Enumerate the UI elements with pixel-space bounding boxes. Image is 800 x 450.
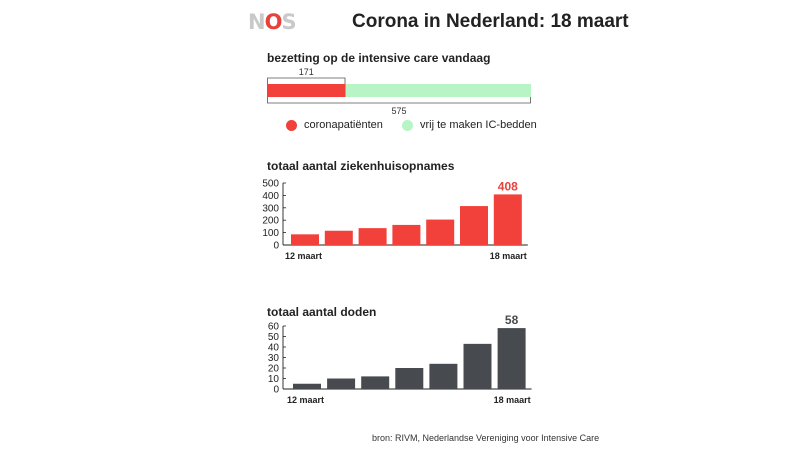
legend-item-free-beds: vrij te maken IC-bedden [402, 119, 537, 131]
ic-part-bracket [267, 77, 346, 84]
admissions-bar [426, 219, 455, 245]
ic-chart-title: bezetting op de intensive care vandaag [267, 51, 491, 65]
source-note: bron: RIVM, Nederlandse Vereniging voor … [372, 433, 600, 443]
deaths-ytick-label: 50 [268, 332, 280, 343]
admissions-ytick-label: 200 [262, 216, 279, 227]
ic-total-bracket [267, 97, 531, 104]
page-title: Corona in Nederland: 18 maart [352, 11, 629, 32]
admissions-bar [291, 234, 319, 245]
admissions-bar [493, 194, 522, 245]
deaths-bar [361, 376, 390, 389]
admissions-chart-title: totaal aantal ziekenhuisopnames [267, 159, 455, 173]
legend-label-corona: coronapatiënten [304, 119, 383, 131]
deaths-ytick-label: 0 [273, 385, 279, 396]
deaths-xlabel-last: 18 maart [494, 395, 531, 405]
legend-label-free-beds: vrij te maken IC-bedden [420, 119, 537, 131]
admissions-ytick-label: 300 [262, 203, 279, 214]
deaths-bar [463, 343, 492, 389]
deaths-xlabel-first: 12 maart [287, 395, 324, 405]
legend-dot-green-icon [402, 119, 413, 131]
legend-item-corona: coronapatiënten [286, 119, 383, 131]
admissions-bar [392, 224, 421, 245]
nos-logo: NOS [248, 10, 297, 34]
deaths-bar [327, 378, 356, 389]
admissions-bar [460, 206, 488, 245]
deaths-ytick-label: 40 [268, 343, 280, 354]
admissions-bar [324, 230, 353, 245]
deaths-chart-title: totaal aantal doden [267, 305, 377, 319]
logo-letter-o: O [264, 10, 283, 34]
legend-dot-red-icon [286, 119, 297, 131]
ic-bar-corona [267, 84, 346, 97]
ic-part-label: 171 [299, 67, 314, 77]
deaths-bar [395, 368, 424, 389]
deaths-ytick-label: 10 [268, 374, 280, 385]
logo-letter-n: N [248, 10, 266, 34]
admissions-ytick-label: 400 [262, 191, 279, 202]
admissions-ytick-label: 500 [262, 179, 279, 190]
deaths-ytick-label: 30 [268, 353, 280, 364]
admissions-ytick-label: 0 [273, 241, 279, 252]
admissions-xlabel-first: 12 maart [285, 251, 322, 261]
admissions-bar [358, 228, 387, 245]
logo-letter-s: S [281, 10, 296, 34]
ic-total-label: 575 [391, 106, 406, 116]
deaths-ytick-label: 60 [268, 322, 280, 333]
deaths-bar [429, 363, 458, 389]
admissions-highlight-label: 408 [498, 179, 518, 193]
admissions-ytick-label: 100 [262, 228, 279, 239]
deaths-bar [497, 328, 526, 389]
deaths-highlight-label: 58 [505, 313, 519, 327]
deaths-bar [293, 383, 321, 389]
deaths-ytick-label: 20 [268, 364, 280, 375]
admissions-xlabel-last: 18 maart [490, 251, 527, 261]
